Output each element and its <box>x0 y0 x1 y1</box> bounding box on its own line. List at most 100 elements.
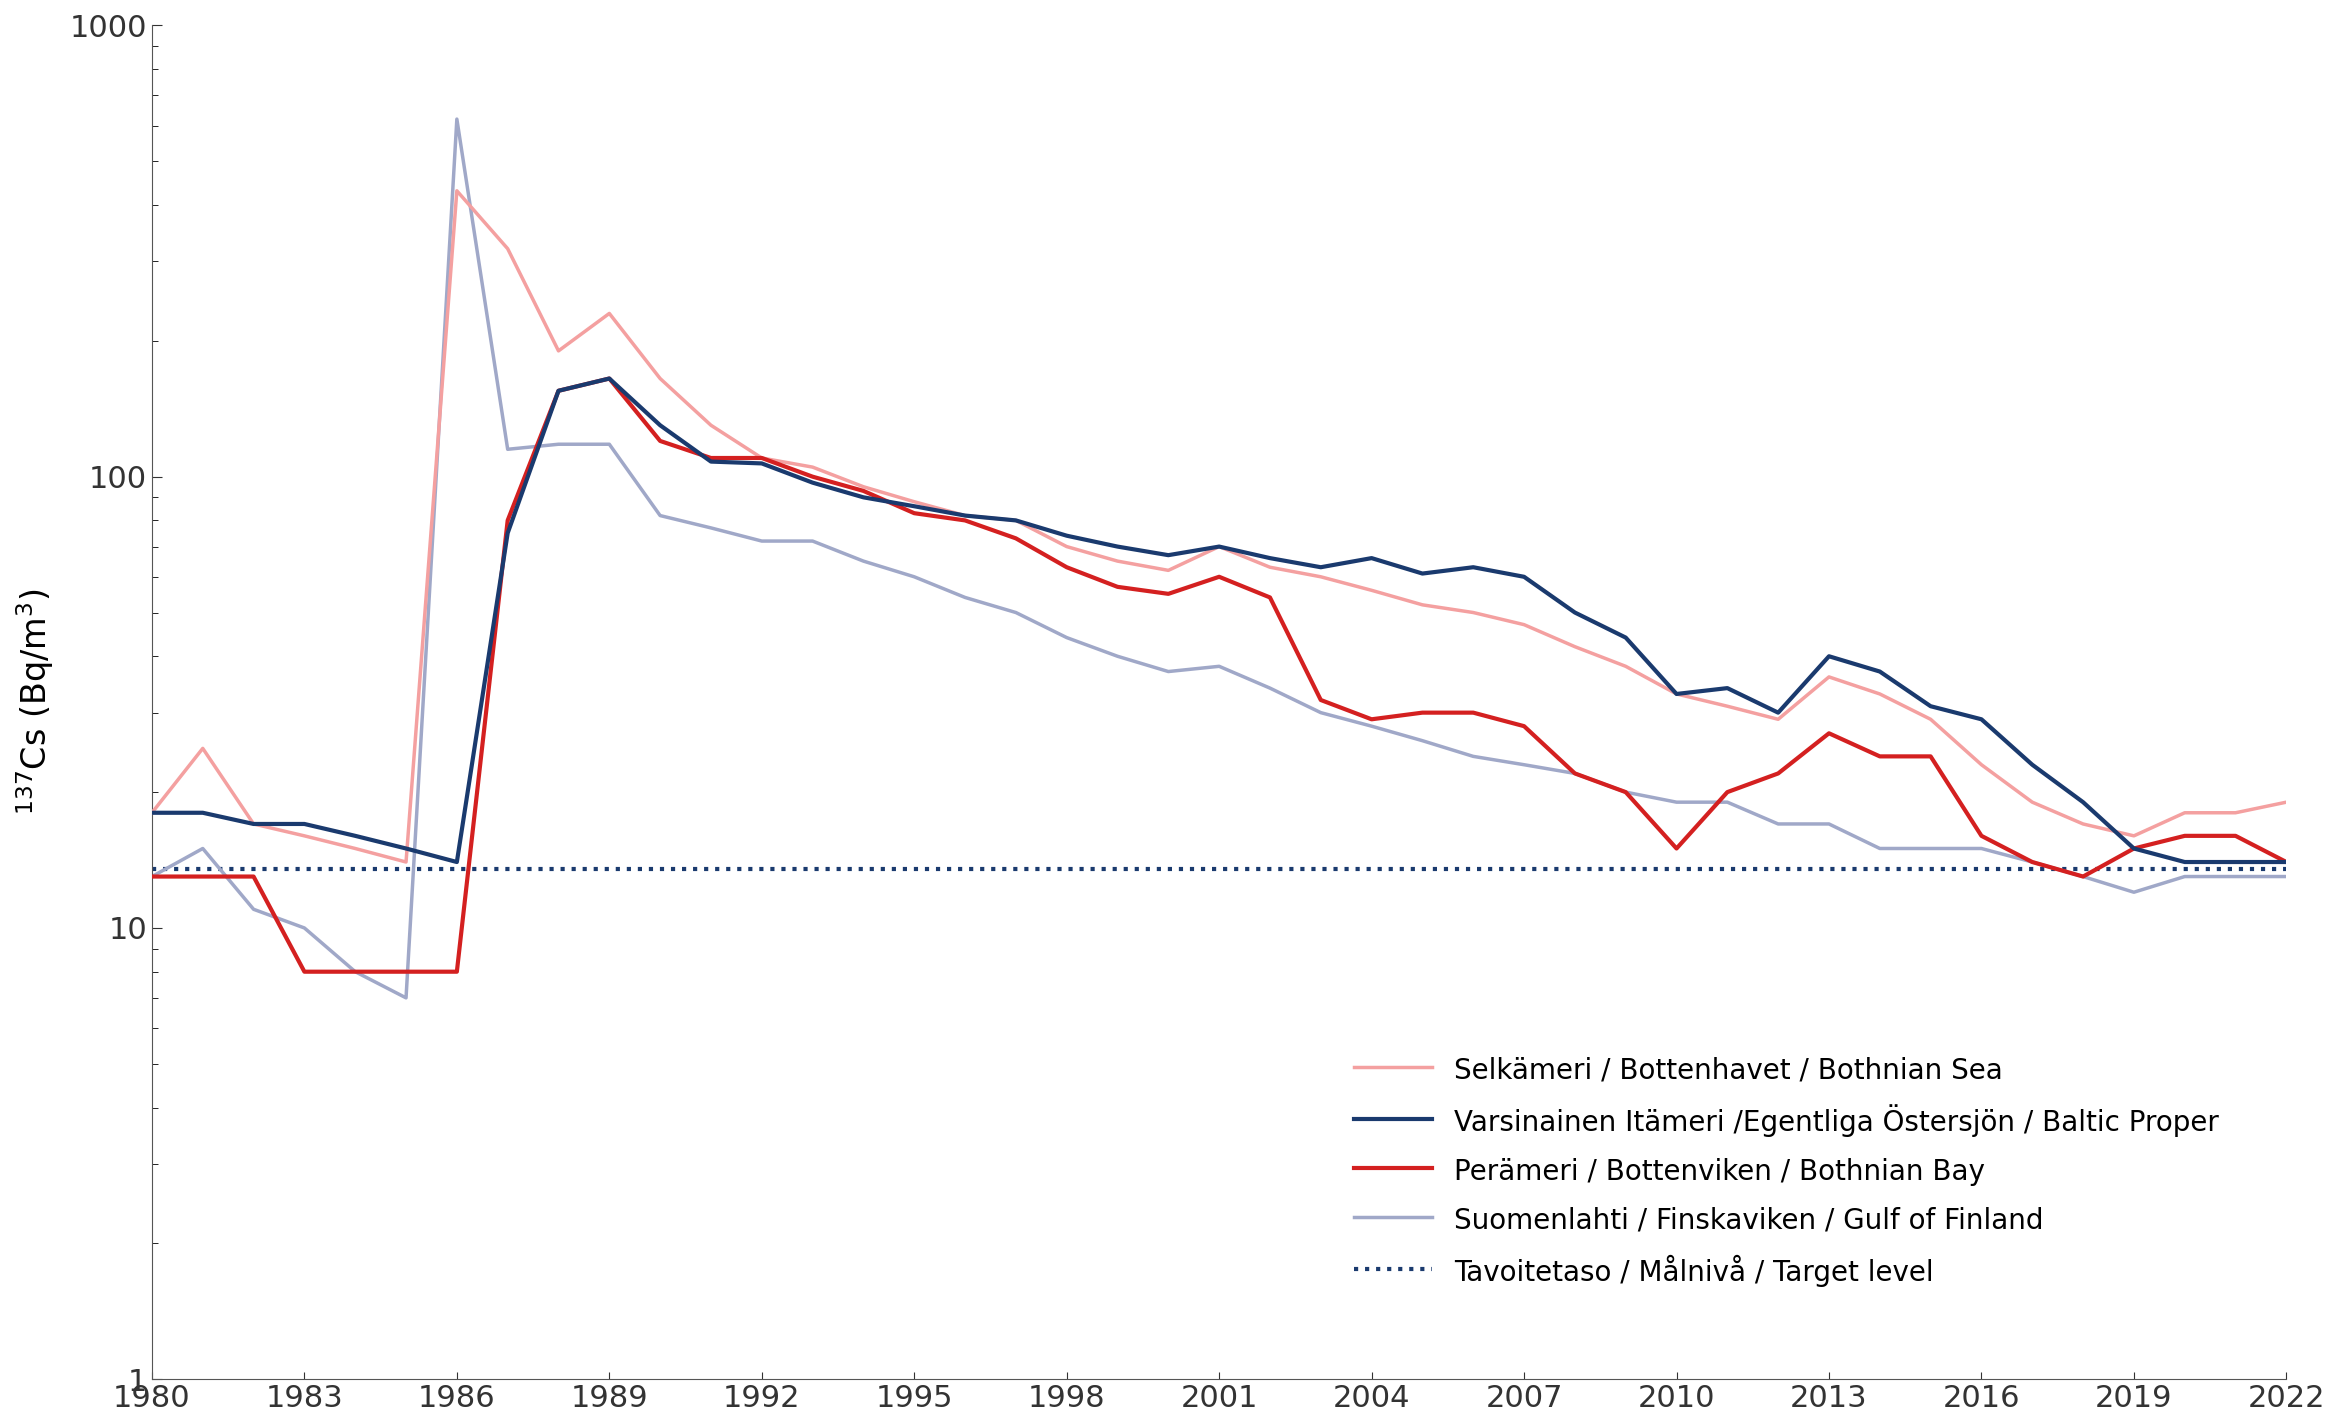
Selkämeri / Bottenhavet / Bothnian Sea <box>1205 538 1233 555</box>
Varsinainen Itämeri /Egentliga Östersjön / Baltic Proper <box>1308 558 1336 575</box>
Selkämeri / Bottenhavet / Bothnian Sea <box>138 805 166 822</box>
Suomenlahti / Finskaviken / Gulf of Finland <box>596 435 625 452</box>
Suomenlahti / Finskaviken / Gulf of Finland <box>646 507 674 524</box>
Selkämeri / Bottenhavet / Bothnian Sea <box>290 828 318 845</box>
Selkämeri / Bottenhavet / Bothnian Sea <box>1815 668 1843 685</box>
Selkämeri / Bottenhavet / Bothnian Sea <box>2019 793 2047 811</box>
Selkämeri / Bottenhavet / Bothnian Sea <box>1104 552 1132 569</box>
Varsinainen Itämeri /Egentliga Östersjön / Baltic Proper <box>1153 547 1181 564</box>
Selkämeri / Bottenhavet / Bothnian Sea <box>1256 558 1284 575</box>
Perämeri / Bottenviken / Bothnian Bay <box>1560 765 1588 782</box>
Selkämeri / Bottenhavet / Bothnian Sea <box>1408 596 1436 614</box>
Varsinainen Itämeri /Egentliga Östersjön / Baltic Proper <box>646 417 674 434</box>
Perämeri / Bottenviken / Bothnian Bay <box>1967 828 1995 845</box>
Perämeri / Bottenviken / Bothnian Bay <box>1408 704 1436 721</box>
Perämeri / Bottenviken / Bothnian Bay <box>2019 853 2047 870</box>
Varsinainen Itämeri /Egentliga Östersjön / Baltic Proper <box>442 853 470 870</box>
Perämeri / Bottenviken / Bothnian Bay <box>1815 725 1843 742</box>
Line: Suomenlahti / Finskaviken / Gulf of Finland: Suomenlahti / Finskaviken / Gulf of Finl… <box>152 118 2285 997</box>
Perämeri / Bottenviken / Bothnian Bay <box>1916 748 1944 765</box>
Suomenlahti / Finskaviken / Gulf of Finland <box>1256 679 1284 696</box>
Suomenlahti / Finskaviken / Gulf of Finland <box>1357 718 1385 735</box>
Perämeri / Bottenviken / Bothnian Bay <box>798 468 826 485</box>
Selkämeri / Bottenhavet / Bothnian Sea <box>1460 604 1488 621</box>
Suomenlahti / Finskaviken / Gulf of Finland <box>798 532 826 549</box>
Perämeri / Bottenviken / Bothnian Bay <box>1205 568 1233 585</box>
Varsinainen Itämeri /Egentliga Östersjön / Baltic Proper <box>1764 704 1792 721</box>
Varsinainen Itämeri /Egentliga Östersjön / Baltic Proper <box>1053 527 1081 544</box>
Suomenlahti / Finskaviken / Gulf of Finland <box>393 989 421 1006</box>
Varsinainen Itämeri /Egentliga Östersjön / Baltic Proper <box>494 525 522 542</box>
Selkämeri / Bottenhavet / Bothnian Sea <box>239 815 267 832</box>
Varsinainen Itämeri /Egentliga Östersjön / Baltic Proper <box>1256 549 1284 567</box>
Varsinainen Itämeri /Egentliga Östersjön / Baltic Proper <box>1967 711 1995 728</box>
Selkämeri / Bottenhavet / Bothnian Sea <box>901 494 929 511</box>
Selkämeri / Bottenhavet / Bothnian Sea <box>341 841 370 858</box>
Perämeri / Bottenviken / Bothnian Bay <box>1764 765 1792 782</box>
Suomenlahti / Finskaviken / Gulf of Finland <box>2070 868 2098 885</box>
Selkämeri / Bottenhavet / Bothnian Sea <box>2119 828 2147 845</box>
Varsinainen Itämeri /Egentliga Östersjön / Baltic Proper <box>1612 629 1640 646</box>
Varsinainen Itämeri /Egentliga Östersjön / Baltic Proper <box>798 474 826 491</box>
Varsinainen Itämeri /Egentliga Östersjön / Baltic Proper <box>697 452 725 469</box>
Legend: Selkämeri / Bottenhavet / Bothnian Sea, Varsinainen Itämeri /Egentliga Östersjön: Selkämeri / Bottenhavet / Bothnian Sea, … <box>1343 1043 2229 1297</box>
Perämeri / Bottenviken / Bothnian Bay <box>290 963 318 980</box>
Perämeri / Bottenviken / Bothnian Bay <box>952 512 980 529</box>
Selkämeri / Bottenhavet / Bothnian Sea <box>1916 711 1944 728</box>
Suomenlahti / Finskaviken / Gulf of Finland <box>1867 841 1895 858</box>
Selkämeri / Bottenhavet / Bothnian Sea <box>2222 805 2250 822</box>
Varsinainen Itämeri /Egentliga Östersjön / Baltic Proper <box>2070 793 2098 811</box>
Selkämeri / Bottenhavet / Bothnian Sea <box>1511 616 1539 634</box>
Suomenlahti / Finskaviken / Gulf of Finland <box>901 568 929 585</box>
Varsinainen Itämeri /Egentliga Östersjön / Baltic Proper <box>1460 558 1488 575</box>
Perämeri / Bottenviken / Bothnian Bay <box>1153 585 1181 602</box>
Varsinainen Itämeri /Egentliga Östersjön / Baltic Proper <box>2222 853 2250 870</box>
Selkämeri / Bottenhavet / Bothnian Sea <box>1663 685 1691 702</box>
Perämeri / Bottenviken / Bothnian Bay <box>1357 711 1385 728</box>
Selkämeri / Bottenhavet / Bothnian Sea <box>545 342 573 360</box>
Perämeri / Bottenviken / Bothnian Bay <box>341 963 370 980</box>
Selkämeri / Bottenhavet / Bothnian Sea <box>849 478 877 495</box>
Suomenlahti / Finskaviken / Gulf of Finland <box>1460 748 1488 765</box>
Line: Perämeri / Bottenviken / Bothnian Bay: Perämeri / Bottenviken / Bothnian Bay <box>152 378 2285 972</box>
Selkämeri / Bottenhavet / Bothnian Sea <box>2271 793 2299 811</box>
Suomenlahti / Finskaviken / Gulf of Finland <box>138 868 166 885</box>
Y-axis label: $^{137}$Cs (Bq/m$^{3}$): $^{137}$Cs (Bq/m$^{3}$) <box>14 589 56 815</box>
Perämeri / Bottenviken / Bothnian Bay <box>138 868 166 885</box>
Selkämeri / Bottenhavet / Bothnian Sea <box>2070 815 2098 832</box>
Perämeri / Bottenviken / Bothnian Bay <box>2070 868 2098 885</box>
Perämeri / Bottenviken / Bothnian Bay <box>748 450 777 467</box>
Suomenlahti / Finskaviken / Gulf of Finland <box>545 435 573 452</box>
Selkämeri / Bottenhavet / Bothnian Sea <box>1308 568 1336 585</box>
Perämeri / Bottenviken / Bothnian Bay <box>1308 692 1336 709</box>
Suomenlahti / Finskaviken / Gulf of Finland <box>189 841 218 858</box>
Line: Selkämeri / Bottenhavet / Bothnian Sea: Selkämeri / Bottenhavet / Bothnian Sea <box>152 191 2285 862</box>
Suomenlahti / Finskaviken / Gulf of Finland <box>1153 664 1181 681</box>
Varsinainen Itämeri /Egentliga Östersjön / Baltic Proper <box>596 370 625 387</box>
Suomenlahti / Finskaviken / Gulf of Finland <box>849 552 877 569</box>
Suomenlahti / Finskaviken / Gulf of Finland <box>442 110 470 127</box>
Suomenlahti / Finskaviken / Gulf of Finland <box>1815 815 1843 832</box>
Perämeri / Bottenviken / Bothnian Bay <box>1104 578 1132 595</box>
Suomenlahti / Finskaviken / Gulf of Finland <box>2222 868 2250 885</box>
Varsinainen Itämeri /Egentliga Östersjön / Baltic Proper <box>1815 648 1843 665</box>
Selkämeri / Bottenhavet / Bothnian Sea <box>442 183 470 200</box>
Suomenlahti / Finskaviken / Gulf of Finland <box>1764 815 1792 832</box>
Perämeri / Bottenviken / Bothnian Bay <box>442 963 470 980</box>
Suomenlahti / Finskaviken / Gulf of Finland <box>341 963 370 980</box>
Suomenlahti / Finskaviken / Gulf of Finland <box>1967 841 1995 858</box>
Perämeri / Bottenviken / Bothnian Bay <box>494 512 522 529</box>
Selkämeri / Bottenhavet / Bothnian Sea <box>2171 805 2199 822</box>
Suomenlahti / Finskaviken / Gulf of Finland <box>1104 648 1132 665</box>
Varsinainen Itämeri /Egentliga Östersjön / Baltic Proper <box>1712 679 1740 696</box>
Varsinainen Itämeri /Egentliga Östersjön / Baltic Proper <box>2019 756 2047 773</box>
Suomenlahti / Finskaviken / Gulf of Finland <box>1712 793 1740 811</box>
Perämeri / Bottenviken / Bothnian Bay <box>189 868 218 885</box>
Suomenlahti / Finskaviken / Gulf of Finland <box>2271 868 2299 885</box>
Perämeri / Bottenviken / Bothnian Bay <box>1511 718 1539 735</box>
Selkämeri / Bottenhavet / Bothnian Sea <box>1867 685 1895 702</box>
Suomenlahti / Finskaviken / Gulf of Finland <box>239 900 267 918</box>
Suomenlahti / Finskaviken / Gulf of Finland <box>1612 783 1640 801</box>
Selkämeri / Bottenhavet / Bothnian Sea <box>596 305 625 323</box>
Varsinainen Itämeri /Egentliga Östersjön / Baltic Proper <box>1511 568 1539 585</box>
